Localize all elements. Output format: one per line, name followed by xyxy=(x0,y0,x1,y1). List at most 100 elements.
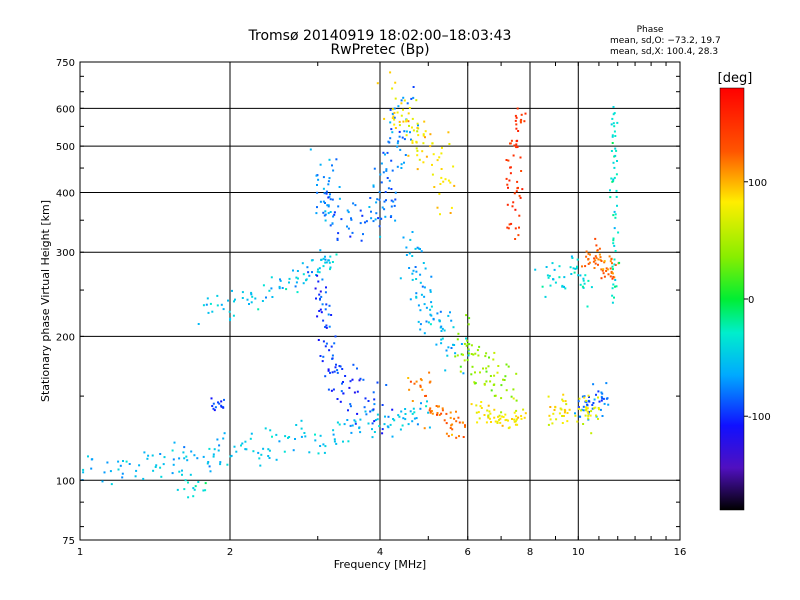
echo-point xyxy=(501,415,504,418)
echo-point xyxy=(383,208,386,211)
echo-point xyxy=(492,358,495,361)
echo-point xyxy=(485,367,488,370)
echo-point xyxy=(402,236,405,239)
echo-point xyxy=(327,313,330,316)
echo-point xyxy=(216,294,219,297)
echo-point xyxy=(581,265,583,268)
echo-point xyxy=(505,389,508,392)
echo-point xyxy=(614,213,617,216)
echo-point xyxy=(588,400,591,403)
echo-point xyxy=(447,435,450,438)
echo-point xyxy=(510,222,513,225)
echo-point xyxy=(600,395,603,398)
echo-point xyxy=(331,357,334,360)
echo-point xyxy=(362,233,364,236)
echo-point xyxy=(611,134,614,137)
echo-point xyxy=(574,412,576,415)
echo-point xyxy=(429,145,432,148)
echo-point xyxy=(359,418,362,421)
echo-point xyxy=(614,250,617,252)
echo-point xyxy=(611,180,614,183)
echo-point xyxy=(506,203,509,206)
echo-point xyxy=(420,402,422,405)
echo-point xyxy=(419,281,422,284)
echo-point xyxy=(508,426,511,429)
echo-point xyxy=(564,287,567,290)
echo-point xyxy=(330,314,333,316)
echo-point xyxy=(408,267,411,269)
echo-point xyxy=(207,311,210,314)
echo-point xyxy=(453,417,456,420)
echo-point xyxy=(268,289,271,292)
echo-point xyxy=(480,401,483,403)
echo-point xyxy=(327,205,330,208)
echo-point xyxy=(336,398,339,400)
echo-point xyxy=(202,489,205,492)
echo-point xyxy=(404,413,407,415)
echo-point xyxy=(594,406,597,409)
echo-point xyxy=(490,389,493,392)
echo-point xyxy=(551,422,554,425)
echo-point xyxy=(346,209,349,212)
echo-point xyxy=(585,407,588,410)
echo-point xyxy=(613,210,616,213)
echo-point xyxy=(474,382,477,385)
echo-point xyxy=(569,266,572,269)
echo-point xyxy=(261,300,264,302)
echo-point xyxy=(245,448,248,451)
echo-point xyxy=(502,378,504,381)
echo-point xyxy=(552,412,555,415)
echo-point xyxy=(490,421,492,423)
echo-point xyxy=(450,206,453,209)
echo-point xyxy=(331,198,334,201)
echo-point xyxy=(584,274,587,277)
echo-point xyxy=(335,158,338,161)
echo-point xyxy=(331,371,334,374)
echo-point xyxy=(172,458,175,461)
echo-point xyxy=(406,102,409,105)
echo-point xyxy=(514,119,517,122)
echo-point xyxy=(333,438,336,441)
echo-point xyxy=(121,476,124,479)
echo-point xyxy=(598,400,601,403)
echo-point xyxy=(499,421,502,424)
echo-point xyxy=(577,406,580,409)
echo-point xyxy=(297,277,299,280)
echo-point xyxy=(447,314,450,317)
echo-point xyxy=(441,409,444,412)
echo-point xyxy=(410,138,412,141)
echo-point xyxy=(424,130,427,133)
echo-point xyxy=(405,120,408,123)
echo-point xyxy=(288,277,291,280)
echo-point xyxy=(319,249,322,252)
echo-point xyxy=(333,211,336,214)
echo-point xyxy=(445,422,448,425)
echo-point xyxy=(390,188,393,190)
echo-point xyxy=(186,459,189,462)
echo-point xyxy=(341,382,343,385)
echo-point xyxy=(372,184,375,187)
echo-point xyxy=(485,352,488,355)
echo-point xyxy=(385,199,387,202)
echo-point xyxy=(295,276,298,279)
echo-point xyxy=(515,399,518,402)
echo-point xyxy=(419,386,422,388)
echo-point xyxy=(462,436,465,438)
echo-point xyxy=(412,96,415,99)
echo-point xyxy=(110,483,113,486)
echo-point xyxy=(394,198,397,201)
echo-point xyxy=(216,304,219,307)
echo-point xyxy=(601,392,604,395)
echo-point xyxy=(422,262,425,264)
echo-point xyxy=(278,440,281,443)
echo-point xyxy=(356,367,358,370)
echo-point xyxy=(563,411,566,414)
echo-point xyxy=(497,365,500,367)
echo-point xyxy=(421,285,424,288)
echo-point xyxy=(155,464,158,467)
echo-point xyxy=(159,466,162,469)
echo-point xyxy=(508,223,511,226)
echo-point xyxy=(328,349,331,352)
echo-point xyxy=(235,450,238,453)
echo-point xyxy=(423,120,426,123)
